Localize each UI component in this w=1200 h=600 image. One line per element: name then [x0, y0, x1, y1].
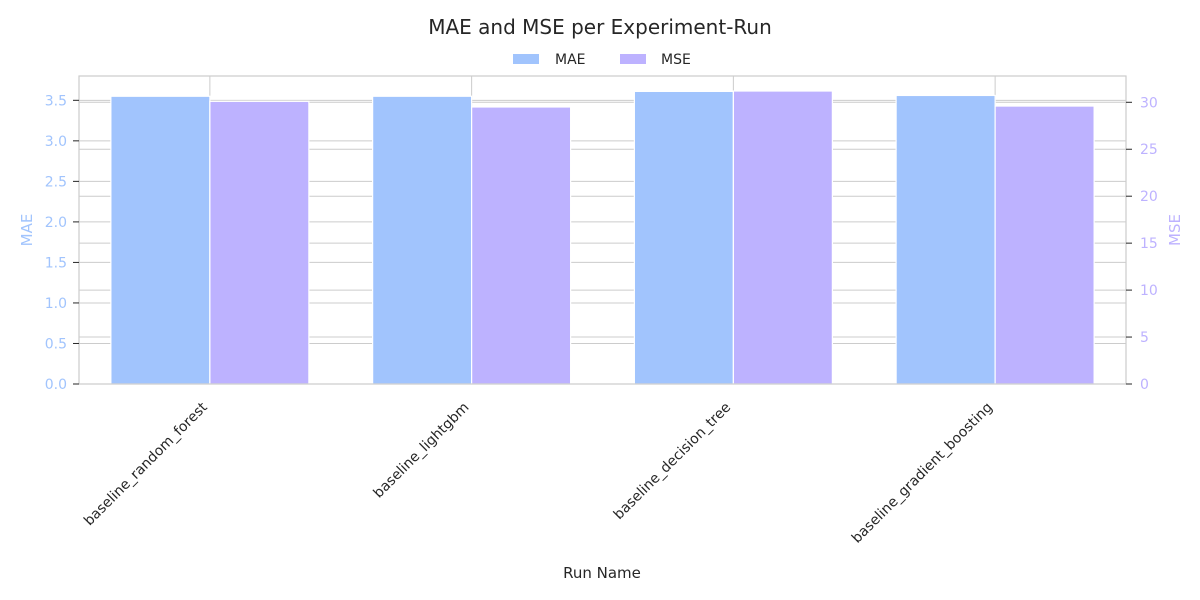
y-axis-label-right: MSE	[1166, 214, 1184, 246]
right-tick-label-0: 0	[1140, 377, 1149, 393]
right-tick-label-6: 30	[1140, 95, 1158, 111]
bar-mse-0	[209, 100, 310, 385]
left-tick-label-2: 1.0	[45, 296, 67, 312]
x-tick-label-2: baseline_decision_tree	[611, 400, 734, 523]
right-tick-label-4: 20	[1140, 189, 1158, 205]
right-tick-label-1: 5	[1140, 330, 1149, 346]
left-tick-label-4: 2.0	[45, 215, 67, 231]
right-tick-label-3: 15	[1140, 236, 1158, 252]
right-tick-label-2: 10	[1140, 283, 1158, 299]
bar-mae-1	[372, 95, 473, 385]
left-tick-label-0: 0.0	[45, 377, 67, 393]
left-tick-label-3: 1.5	[45, 255, 67, 271]
legend-swatch-mse	[620, 54, 646, 64]
left-tick-label-5: 2.5	[45, 174, 67, 190]
left-tick-label-7: 3.5	[45, 93, 67, 109]
left-tick-label-1: 0.5	[45, 336, 67, 352]
legend-swatch-mae	[513, 54, 539, 64]
x-tick-label-0: baseline_random_forest	[81, 399, 211, 529]
legend-label-mae: MAE	[555, 52, 586, 68]
plot-frame	[78, 75, 1127, 385]
right-tick-label-5: 25	[1140, 142, 1158, 158]
legend-label-mse: MSE	[661, 52, 691, 68]
x-axis: baseline_random_forest baseline_lightgbm b…	[81, 399, 996, 546]
bar-mse-3	[994, 105, 1095, 385]
bar-mae-2	[633, 90, 734, 385]
x-axis-label: Run Name	[563, 564, 641, 582]
left-y-axis: 0.0 0.5 1.0 1.5 2.0 2.5 3.0 3.5	[45, 93, 79, 393]
x-tick-label-1: baseline_lightgbm	[371, 400, 473, 502]
bar-mse-2	[732, 90, 833, 385]
bar-mae-3	[895, 94, 996, 385]
right-y-axis: 0 5 10 15 20 25 30	[1126, 95, 1158, 393]
bars	[110, 90, 1095, 385]
legend: MAE MSE	[513, 52, 691, 68]
chart-title: MAE and MSE per Experiment-Run	[428, 15, 772, 39]
left-tick-label-6: 3.0	[45, 134, 67, 150]
bar-mse-1	[471, 106, 572, 385]
x-tick-label-3: baseline_gradient_boosting	[849, 400, 996, 547]
y-axis-label-left: MAE	[18, 214, 36, 247]
bar-mae-0	[110, 95, 211, 385]
